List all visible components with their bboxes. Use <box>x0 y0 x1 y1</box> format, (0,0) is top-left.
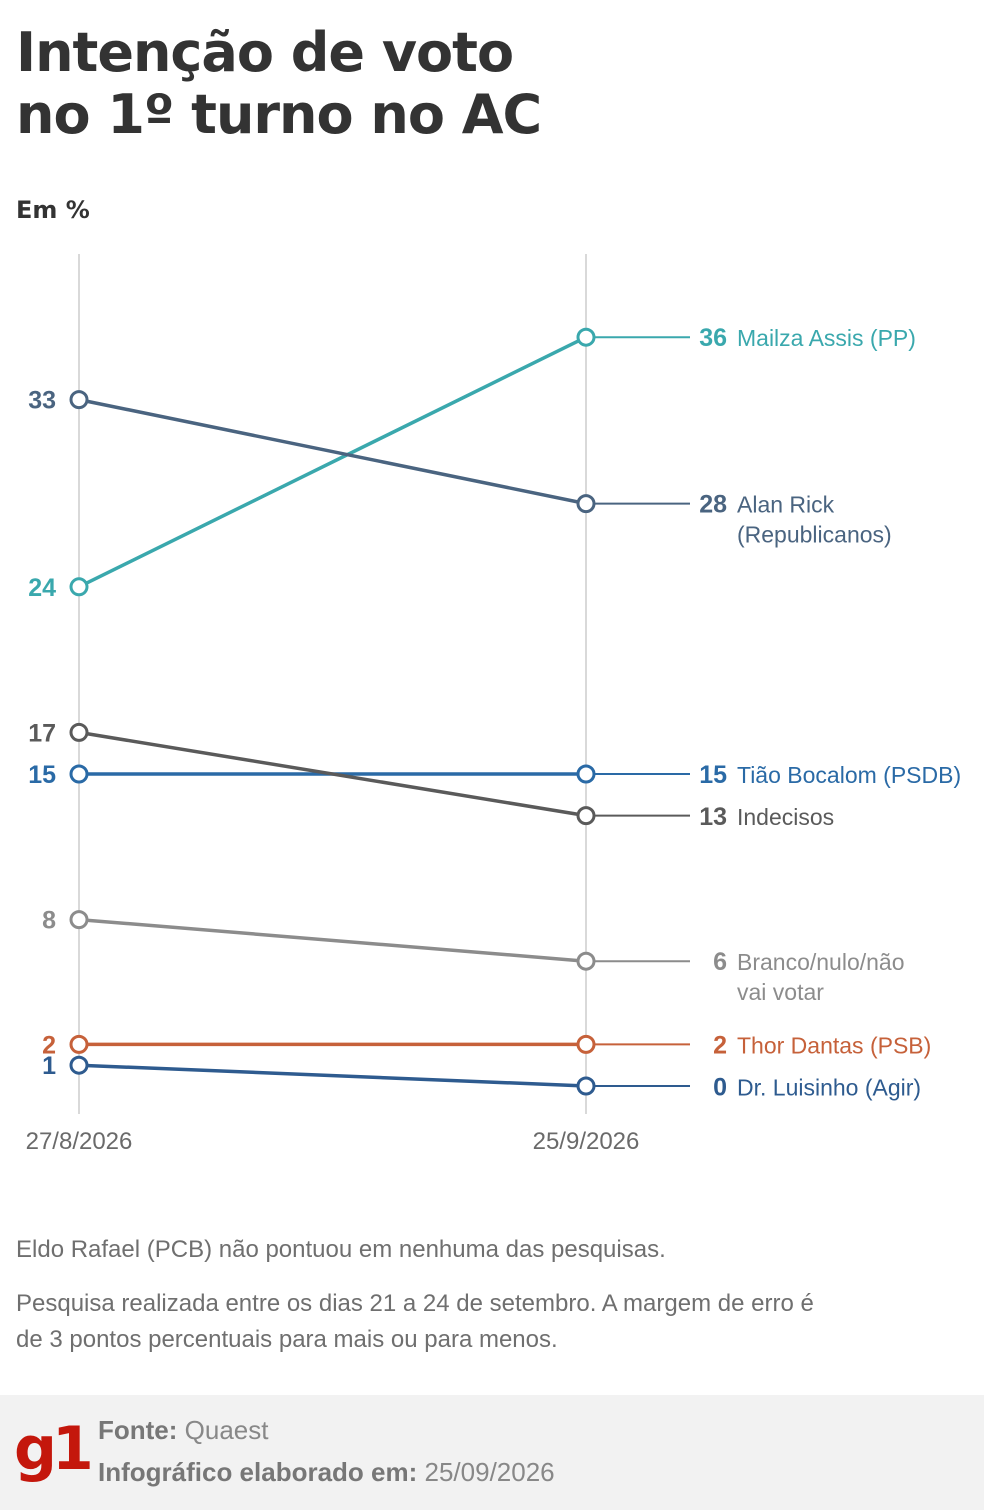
series-name-label: Mailza Assis (PP) <box>737 325 916 351</box>
data-point <box>69 1034 89 1054</box>
note-methodology: Pesquisa realizada entre os dias 21 a 24… <box>16 1290 814 1353</box>
data-point <box>576 1034 596 1054</box>
x-tick-label: 25/9/2026 <box>533 1128 640 1155</box>
start-value-label: 33 <box>28 387 56 415</box>
data-point <box>576 1076 596 1096</box>
data-point <box>576 951 596 971</box>
series-name-line: Branco/nulo/não <box>737 949 905 975</box>
start-value-label: 8 <box>42 907 56 935</box>
series-name-line: Alan Rick <box>737 492 835 518</box>
series-name-label: Branco/nulo/não vai votar <box>737 949 905 1005</box>
start-value-label: 15 <box>28 761 56 789</box>
end-value-label: 36 <box>699 324 727 352</box>
series-line <box>78 1063 587 1088</box>
data-point <box>69 1055 89 1075</box>
line-chart: 27/8/2026 25/9/2026 24 36 Mailza Assis (PP) 3… <box>26 254 961 1155</box>
series-name-label: Thor Dantas (PSB) <box>737 1032 931 1058</box>
start-value-label: 1 <box>42 1052 56 1080</box>
series-name-line: Thor Dantas (PSB) <box>737 1032 931 1058</box>
end-value-label: 6 <box>713 948 727 976</box>
series-name-label: Alan Rick (Republicanos) <box>737 492 892 548</box>
end-value-label: 2 <box>713 1031 727 1059</box>
series-line <box>78 730 587 818</box>
chart-title-line-1: Intenção de voto <box>16 21 514 84</box>
data-point <box>69 764 89 784</box>
series-name-label: Dr. Luisinho (Agir) <box>737 1074 921 1100</box>
chart-title-line-2: no 1º turno no AC <box>16 83 542 146</box>
series-4: 8 6 Branco/nulo/não vai votar <box>42 907 904 1006</box>
series-name-label: Tião Bocalom (PSDB) <box>737 762 961 788</box>
series-name-line: Tião Bocalom (PSDB) <box>737 762 961 788</box>
start-value-label: 2 <box>42 1031 56 1059</box>
note-no-score: Eldo Rafael (PCB) não pontuou em nenhuma… <box>16 1236 666 1263</box>
series-line <box>78 335 587 589</box>
notes: Eldo Rafael (PCB) não pontuou em nenhuma… <box>16 1232 836 1376</box>
end-value-label: 0 <box>713 1073 727 1101</box>
series-5: 2 2 Thor Dantas (PSB) <box>42 1031 931 1059</box>
made-value: 25/09/2026 <box>424 1457 555 1487</box>
series-name-label: Indecisos <box>737 804 834 830</box>
series-2: 15 15 Tião Bocalom (PSDB) <box>28 761 961 789</box>
made-label: Infográfico elaborado em: <box>98 1457 418 1487</box>
end-value-label: 13 <box>699 803 727 831</box>
g1-logo: g1 <box>14 1414 94 1484</box>
series-6: 1 0 Dr. Luisinho (Agir) <box>42 1052 921 1101</box>
source-line: Fonte: Quaest <box>98 1415 268 1446</box>
series-1: 33 28 Alan Rick (Republicanos) <box>28 387 892 548</box>
data-point <box>69 722 89 742</box>
footer: g1 Fonte: Quaest Infográfico elaborado e… <box>0 1395 984 1510</box>
data-point <box>69 910 89 930</box>
data-point <box>576 494 596 514</box>
source-value: Quaest <box>184 1415 269 1445</box>
series-line <box>78 917 587 963</box>
unit-label: Em % <box>16 196 90 224</box>
source-label: Fonte: <box>98 1415 178 1445</box>
start-value-label: 17 <box>28 719 56 747</box>
data-point <box>576 764 596 784</box>
series-name-line: Mailza Assis (PP) <box>737 325 916 351</box>
start-value-label: 24 <box>28 574 56 602</box>
made-line: Infográfico elaborado em: 25/09/2026 <box>98 1457 555 1488</box>
series-line <box>78 397 587 506</box>
data-point <box>576 327 596 347</box>
data-point <box>69 390 89 410</box>
x-tick-label: 27/8/2026 <box>26 1128 133 1155</box>
series-name-line: (Republicanos) <box>737 522 892 548</box>
end-value-label: 28 <box>699 491 727 519</box>
end-value-label: 15 <box>699 761 727 789</box>
series-name-line: Dr. Luisinho (Agir) <box>737 1074 921 1100</box>
series-0: 24 36 Mailza Assis (PP) <box>28 324 916 602</box>
data-point <box>69 577 89 597</box>
series-name-line: Indecisos <box>737 804 834 830</box>
series-3: 17 13 Indecisos <box>28 719 834 831</box>
series-name-line: vai votar <box>737 979 824 1005</box>
data-point <box>576 806 596 826</box>
chart-title: Intenção de voto no 1º turno no AC <box>16 21 542 146</box>
